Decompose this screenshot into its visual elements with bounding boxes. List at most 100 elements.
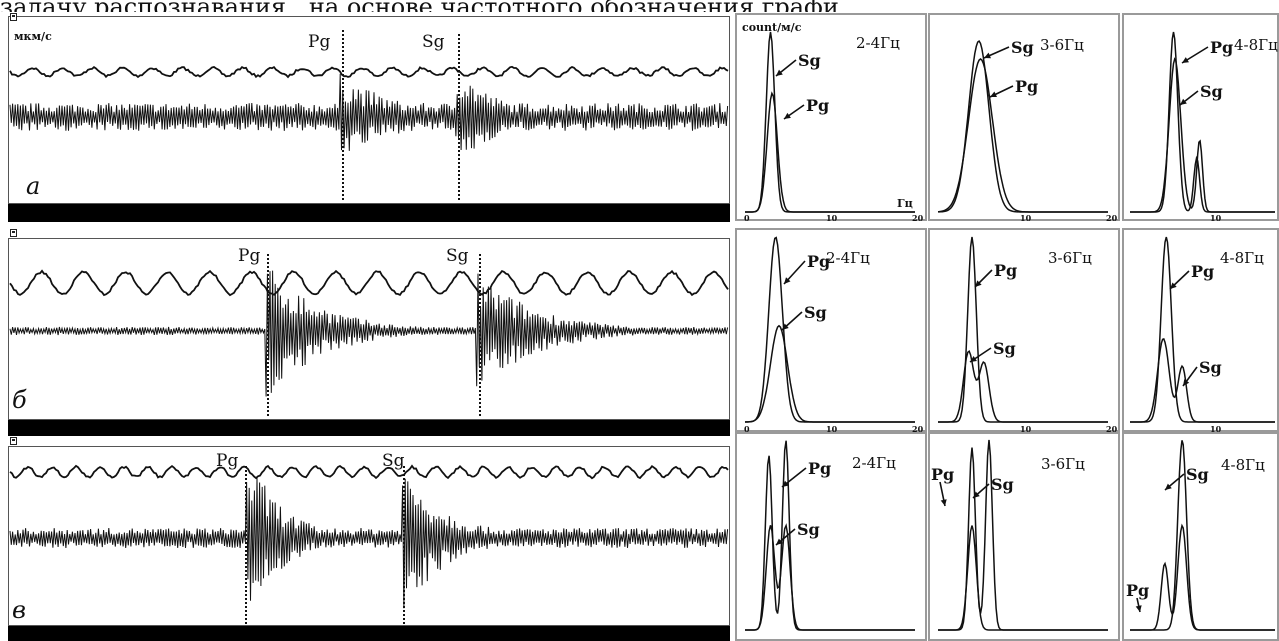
spectrum-curve	[745, 91, 915, 213]
pointer-arrowhead	[973, 491, 980, 498]
spectrum-phase-label: Pg	[1191, 262, 1215, 281]
freq-tick: 20	[1106, 424, 1118, 434]
freq-tick: 20	[912, 213, 924, 223]
pointer-arrowhead	[784, 277, 791, 284]
freq-unit-label: Гц	[897, 197, 913, 210]
pointer-arrowhead	[1180, 98, 1187, 105]
spectrum-phase-label: Pg	[994, 261, 1018, 280]
pointer-arrowhead	[1165, 483, 1172, 490]
spectrum-curve	[937, 58, 1108, 213]
spectrum-phase-label: Sg	[798, 51, 821, 70]
spectrum-c-3	[1122, 432, 1279, 641]
band-label: 2-4Гц	[856, 34, 900, 52]
freq-tick: 10	[826, 424, 838, 434]
freq-tick: 0	[744, 213, 750, 223]
spectrum-phase-label: Pg	[807, 252, 831, 271]
s-phase-label: Sg	[382, 451, 405, 471]
pointer-arrowhead	[1183, 379, 1190, 386]
spectrum-phase-label: Sg	[804, 303, 827, 322]
spectrum-curve	[1130, 523, 1275, 631]
pointer-arrowhead	[1182, 57, 1189, 63]
band-label: 2-4Гц	[826, 249, 870, 267]
freq-tick: 20	[1106, 213, 1118, 223]
spectrum-c-2	[928, 432, 1120, 641]
low-frequency-trace	[9, 464, 729, 480]
spectrum-b-2	[928, 228, 1120, 432]
spectrum-phase-label: Sg	[1186, 465, 1209, 484]
freq-tick: 20	[912, 424, 924, 434]
spectrum-phase-label: Sg	[991, 475, 1014, 494]
pointer-arrowhead	[975, 280, 982, 287]
pointer-arrowhead	[776, 69, 783, 76]
spectrum-phase-label: Pg	[1015, 77, 1039, 96]
panel-corner-icon	[10, 437, 17, 445]
s-phase-label: Sg	[422, 32, 445, 52]
freq-tick: 10	[826, 213, 838, 223]
spectrum-curve	[938, 40, 1108, 213]
spectrum-curve	[745, 523, 915, 631]
p-phase-label: Pg	[308, 32, 331, 52]
band-label: 3-6Гц	[1040, 36, 1084, 54]
amplitude-unit-label: мкм/с	[14, 30, 52, 43]
pointer-arrowhead	[782, 480, 789, 487]
spectrum-curve	[1130, 236, 1275, 423]
freq-tick: 10	[1020, 213, 1032, 223]
spectrum-curve	[938, 439, 1108, 631]
spectrum-curve	[745, 31, 915, 213]
freq-tick: 10	[1210, 424, 1222, 434]
spectrum-phase-label: Pg	[1210, 38, 1234, 57]
panel-corner-icon	[10, 229, 17, 237]
band-label: 2-4Гц	[852, 454, 896, 472]
spectrum-phase-label: Sg	[797, 520, 820, 539]
spectrum-a-2	[928, 13, 1120, 221]
spectrum-curve	[1130, 57, 1275, 213]
spectrum-phase-label: Pg	[808, 459, 832, 478]
spectrum-phase-label: Pg	[931, 465, 955, 484]
spectrum-curve	[744, 324, 915, 423]
high-frequency-trace	[9, 476, 729, 609]
caption-fragment: задачу распознавания.. на основе частотн…	[0, 0, 1279, 12]
spectrum-curve	[1130, 31, 1275, 213]
p-phase-label: Pg	[238, 246, 261, 266]
spectrum-curve	[938, 525, 1108, 631]
panel-letter: а	[26, 172, 41, 200]
spectrum-phase-label: Pg	[806, 96, 830, 115]
pointer-arrowhead	[984, 52, 991, 59]
spectrum-curve	[938, 349, 1108, 423]
high-frequency-trace	[9, 73, 729, 151]
pointer-arrowhead	[990, 91, 997, 98]
spectrum-curve	[745, 440, 915, 631]
spectrum-phase-label: Pg	[1126, 581, 1150, 600]
pointer-arrowhead	[1170, 282, 1177, 289]
band-label: 3-6Гц	[1048, 249, 1092, 267]
spectrum-a-1	[735, 13, 927, 221]
count-unit-label: count/м/с	[742, 21, 802, 34]
spectrum-phase-label: Sg	[993, 339, 1016, 358]
panel-letter: в	[12, 596, 26, 624]
spectrum-phase-label: Sg	[1011, 38, 1034, 57]
pointer-arrowhead	[782, 323, 789, 330]
low-frequency-trace	[9, 65, 729, 79]
pointer-arrowhead	[784, 112, 791, 119]
p-phase-label: Pg	[216, 451, 239, 471]
spectrum-curve	[745, 236, 915, 423]
spectrum-b-3	[1122, 228, 1279, 432]
spectrum-phase-label: Sg	[1200, 82, 1223, 101]
spectrum-curve	[938, 236, 1108, 423]
freq-tick: 10	[1210, 213, 1222, 223]
spectrum-phase-label: Sg	[1199, 358, 1222, 377]
freq-tick: 0	[744, 424, 750, 434]
band-label: 4-8Гц	[1234, 36, 1278, 54]
freq-tick: 10	[1020, 424, 1032, 434]
pointer-arrowhead	[1135, 605, 1142, 612]
low-frequency-trace	[9, 269, 729, 297]
high-frequency-trace	[9, 270, 729, 397]
spectrum-curve	[1130, 338, 1275, 423]
panel-corner-icon	[10, 13, 17, 21]
pointer-arrowhead	[776, 538, 783, 545]
panel-letter: б	[12, 386, 27, 414]
band-label: 4-8Гц	[1221, 456, 1265, 474]
spectrum-curve	[1130, 440, 1275, 631]
band-label: 4-8Гц	[1220, 249, 1264, 267]
band-label: 3-6Гц	[1041, 455, 1085, 473]
